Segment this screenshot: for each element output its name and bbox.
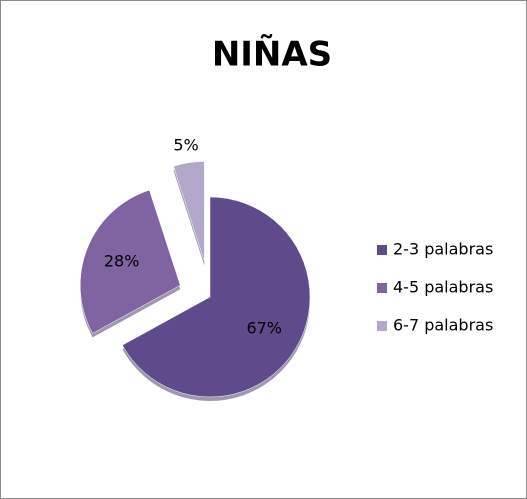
data-label: 67% bbox=[246, 319, 282, 338]
data-label: 28% bbox=[104, 252, 140, 271]
pie-slice bbox=[122, 196, 311, 398]
legend-swatch bbox=[377, 321, 387, 331]
data-label: 5% bbox=[173, 135, 198, 154]
legend-label: 4-5 palabras bbox=[393, 278, 493, 297]
legend-swatch bbox=[377, 283, 387, 293]
legend-label: 6-7 palabras bbox=[393, 316, 493, 335]
legend-swatch bbox=[377, 245, 387, 255]
pie-slice bbox=[173, 161, 205, 262]
legend-label: 2-3 palabras bbox=[393, 240, 493, 259]
chart-title: NIÑAS bbox=[212, 34, 332, 75]
pie-slice bbox=[80, 189, 181, 334]
